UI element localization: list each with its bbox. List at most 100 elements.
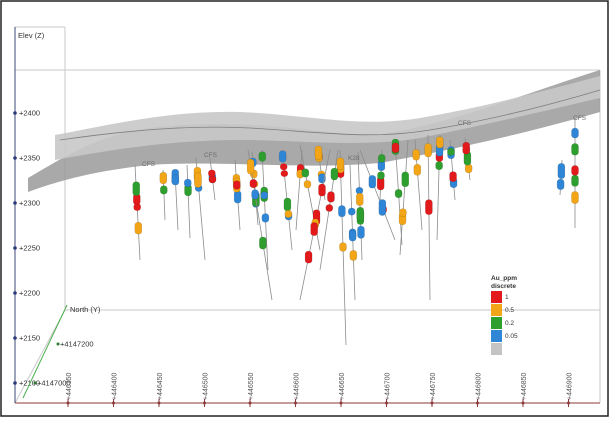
- assay-interval: [336, 157, 345, 170]
- drillhole-traces: [132, 118, 579, 346]
- assay-interval: [338, 205, 346, 218]
- assay-interval: [159, 172, 168, 185]
- assay-interval: [339, 242, 347, 252]
- assay-interval: [278, 150, 287, 163]
- drillhole-trace: [359, 149, 396, 241]
- east-tick-label: +446400: [112, 372, 119, 400]
- legend-label: 0.5: [505, 307, 514, 314]
- drillhole-label: CFS: [458, 120, 472, 127]
- assay-interval: [258, 151, 267, 162]
- drillhole-trace: [186, 164, 191, 239]
- assay-interval: [424, 143, 432, 158]
- east-tick-label: +446450: [157, 372, 164, 400]
- elev-tick-mark: [13, 336, 17, 340]
- assay-interval: [368, 175, 377, 189]
- legend-swatch: [491, 304, 502, 316]
- assay-interval: [394, 189, 403, 198]
- drillhole-trace: [295, 149, 303, 231]
- assay-interval: [557, 163, 566, 179]
- east-tick-label: +446700: [385, 372, 392, 400]
- east-tick-dot: [430, 401, 434, 405]
- east-tick-label: +446350: [66, 372, 73, 400]
- assay-interval: [249, 179, 258, 188]
- assay-interval: [310, 222, 318, 236]
- assay-interval: [401, 171, 409, 187]
- assay-interval: [283, 197, 292, 212]
- assay-interval: [571, 165, 579, 176]
- legend-swatch: [491, 291, 502, 303]
- assay-interval: [280, 170, 289, 177]
- legend-subtitle: discrete: [491, 283, 516, 290]
- assay-interval: [260, 191, 268, 200]
- assay-interval: [377, 171, 385, 180]
- drillhole-trace: [399, 139, 409, 256]
- legend-label: 0.2: [505, 320, 514, 327]
- assay-interval: [425, 199, 433, 215]
- east-tick-label: +446850: [521, 372, 528, 400]
- easting-axis: +446350 +446400 +446450 +446500 +446550 +4466…: [15, 372, 600, 407]
- east-tick-label: +446750: [430, 372, 437, 400]
- drillhole-trace: [357, 151, 363, 261]
- drillhole-trace: [247, 149, 273, 301]
- assay-interval: [447, 147, 455, 156]
- assay-interval: [348, 207, 356, 216]
- assay-interval: [571, 174, 579, 187]
- assay-interval: [134, 222, 143, 235]
- assay-interval: [378, 199, 387, 216]
- east-tick-dot: [66, 401, 70, 405]
- assay-interval: [349, 250, 358, 261]
- assay-interval: [304, 250, 313, 264]
- topographic-surface: [28, 70, 601, 192]
- elev-tick-label: +2250: [19, 244, 40, 253]
- elev-tick-mark: [13, 156, 17, 160]
- elev-tick-mark: [13, 201, 17, 205]
- assay-interval: [184, 178, 192, 188]
- assay-interval: [325, 204, 333, 212]
- drillhole-trace: [134, 164, 141, 261]
- au-ppm-legend: Au_ppm discrete 1 0.5 0.2 0.05: [491, 275, 518, 355]
- elev-axis-title: Elev (Z): [18, 31, 45, 40]
- east-tick-dot: [112, 401, 115, 405]
- east-tick-label: +446500: [203, 372, 210, 400]
- assay-interval: [356, 207, 365, 222]
- elevation-axis: Elev (Z) +2400 +2350 +2300 +2250 +2200 +2150 +…: [13, 27, 45, 403]
- east-tick-dot: [203, 401, 206, 405]
- assay-interval: [318, 183, 326, 197]
- assay-interval: [556, 178, 565, 190]
- north-tick-label: +4147200: [60, 340, 94, 349]
- elev-tick-mark: [13, 246, 17, 250]
- north-tick-mark: [33, 381, 37, 385]
- assay-interval: [571, 191, 579, 204]
- drillhole-label: K28: [348, 155, 360, 162]
- assay-interval: [462, 142, 470, 155]
- east-tick-label: +446900: [567, 372, 574, 400]
- east-tick-label: +446650: [339, 372, 346, 400]
- assay-interval: [279, 163, 288, 171]
- assay-interval: [284, 210, 293, 218]
- east-tick-dot: [476, 401, 479, 405]
- assay-interval: [330, 167, 339, 181]
- drillhole-label: CFS: [204, 152, 218, 159]
- north-axis: North (Y) +4147200 +4147000: [22, 304, 101, 399]
- legend-label: 1: [505, 294, 509, 301]
- legend-swatch: [491, 330, 502, 342]
- legend-swatch: [491, 343, 502, 355]
- assay-interval: [412, 149, 420, 161]
- assay-interval: [160, 185, 168, 195]
- east-tick-label: +446800: [476, 372, 483, 400]
- elev-tick-label: +2150: [19, 334, 40, 343]
- assay-interval: [233, 180, 241, 190]
- elev-tick-label: +2400: [19, 109, 40, 118]
- assay-interval: [436, 136, 444, 149]
- assay-interval: [208, 169, 216, 177]
- assay-interval: [348, 230, 357, 242]
- drillhole-label: CFS: [142, 161, 156, 168]
- north-tick-label: +4147000: [37, 379, 71, 388]
- elev-tick-label: +2100: [19, 379, 40, 388]
- bounding-box: [14, 26, 601, 404]
- east-tick-dot: [157, 401, 161, 405]
- assay-interval: [391, 142, 400, 153]
- assay-interval: [377, 154, 386, 163]
